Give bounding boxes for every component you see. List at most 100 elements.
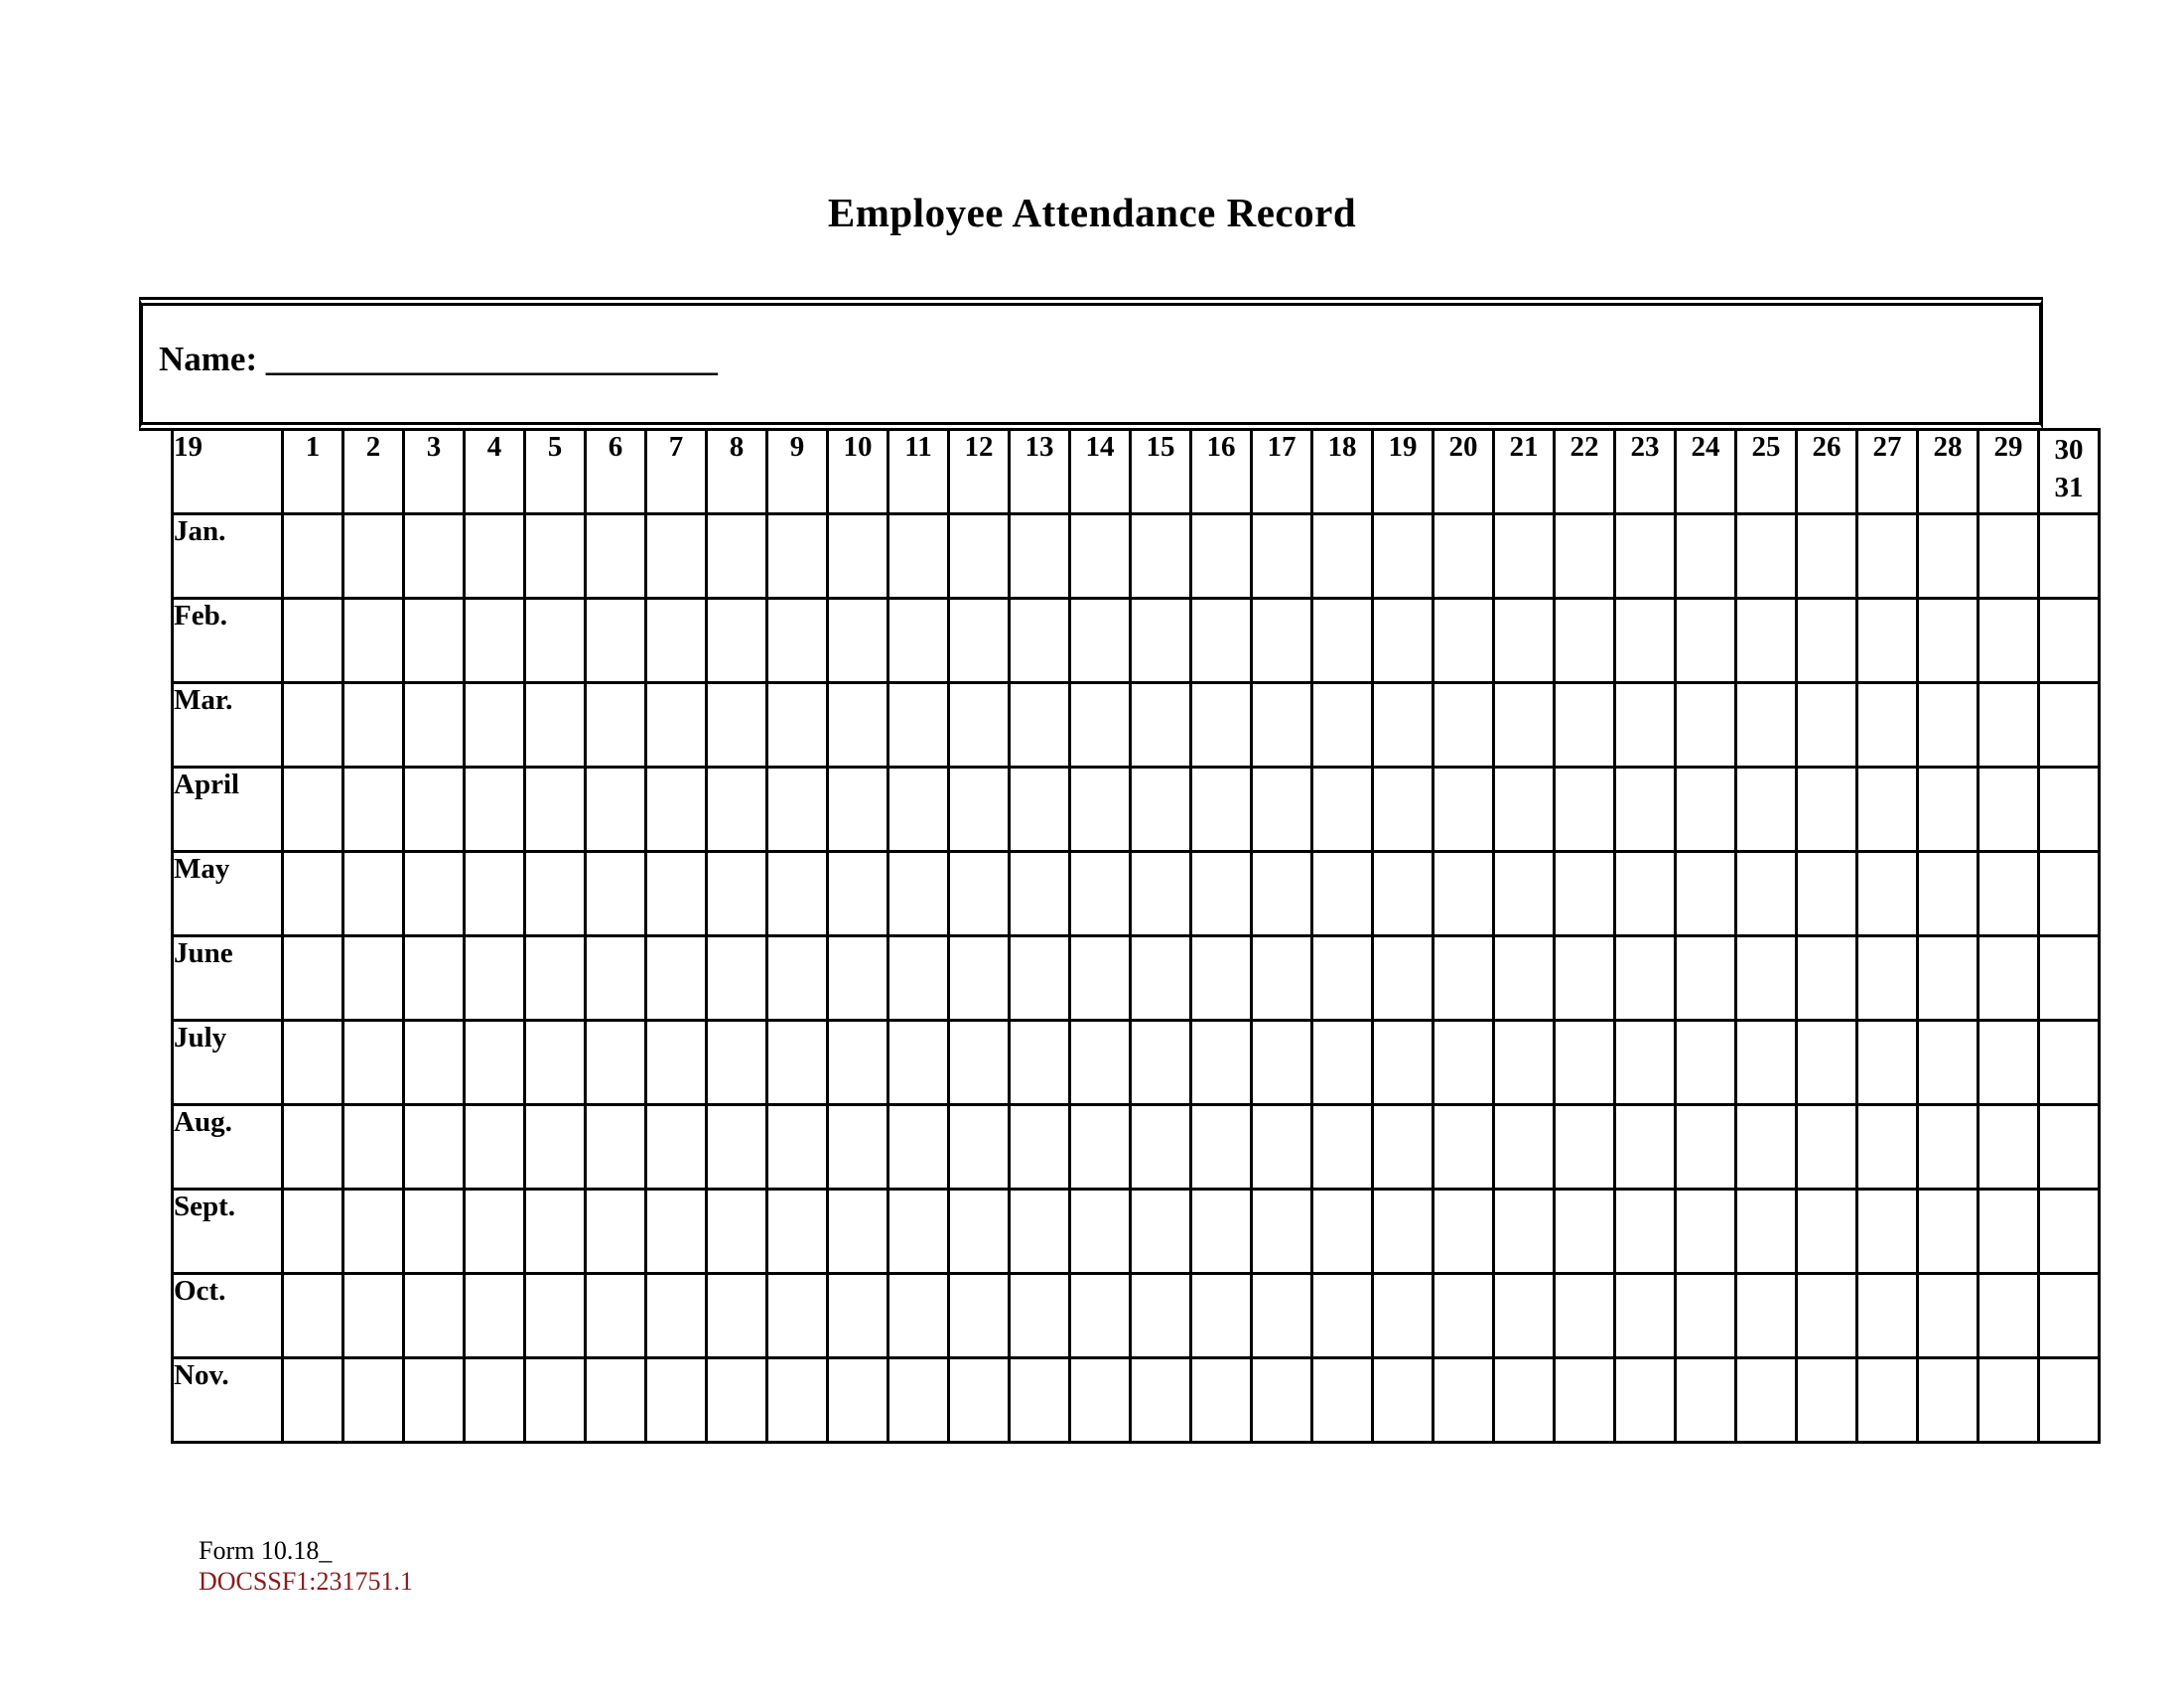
attendance-cell xyxy=(1734,850,1798,937)
day-header-14: 14 xyxy=(1068,428,1132,515)
attendance-cell xyxy=(1129,1356,1192,1444)
attendance-cell xyxy=(1492,934,1556,1022)
attendance-cell xyxy=(1129,681,1192,769)
day-header-17: 17 xyxy=(1250,428,1313,515)
attendance-cell xyxy=(402,766,466,853)
doc-id: DOCSSF1:231751.1 xyxy=(199,1567,413,1596)
attendance-cell xyxy=(1916,934,1979,1022)
day-header-15: 15 xyxy=(1129,428,1192,515)
attendance-cell xyxy=(644,1188,708,1275)
footer: Form 10.18_ DOCSSF1:231751.1 xyxy=(199,1535,413,1597)
attendance-cell xyxy=(402,1019,466,1106)
attendance-cell xyxy=(765,597,829,684)
attendance-cell xyxy=(1371,681,1434,769)
attendance-cell xyxy=(705,512,768,600)
attendance-cell xyxy=(1068,766,1132,853)
attendance-cell xyxy=(1492,1103,1556,1191)
attendance-cell xyxy=(584,766,647,853)
attendance-cell xyxy=(2037,1019,2101,1106)
attendance-cell xyxy=(2037,681,2101,769)
attendance-cell xyxy=(1977,766,2040,853)
attendance-cell xyxy=(1855,766,1919,853)
attendance-cell xyxy=(1916,1103,1979,1191)
attendance-cell xyxy=(765,934,829,1022)
attendance-cell xyxy=(463,681,526,769)
attendance-cell xyxy=(1977,512,2040,600)
attendance-cell xyxy=(1916,766,1979,853)
attendance-cell xyxy=(1008,766,1071,853)
attendance-cell xyxy=(765,681,829,769)
attendance-cell xyxy=(1189,512,1253,600)
attendance-cell xyxy=(523,1356,587,1444)
attendance-cell xyxy=(765,1103,829,1191)
attendance-cell xyxy=(1492,766,1556,853)
attendance-cell xyxy=(1310,597,1374,684)
attendance-cell xyxy=(1674,597,1737,684)
attendance-cell xyxy=(1250,597,1313,684)
attendance-cell xyxy=(523,1103,587,1191)
attendance-cell xyxy=(1855,1272,1919,1359)
attendance-cell xyxy=(402,1188,466,1275)
attendance-cell xyxy=(1855,597,1919,684)
attendance-cell xyxy=(1492,1188,1556,1275)
attendance-cell xyxy=(584,681,647,769)
attendance-cell xyxy=(705,850,768,937)
attendance-cell xyxy=(463,1019,526,1106)
attendance-cell xyxy=(1310,1356,1374,1444)
attendance-cell xyxy=(1250,766,1313,853)
attendance-cell xyxy=(947,934,1011,1022)
attendance-cell xyxy=(341,1103,405,1191)
name-label: Name: xyxy=(159,340,258,378)
month-label-mar: Mar. xyxy=(171,681,284,769)
attendance-cell xyxy=(523,681,587,769)
attendance-cell xyxy=(1189,1188,1253,1275)
attendance-cell xyxy=(1432,597,1495,684)
attendance-cell xyxy=(341,1356,405,1444)
attendance-cell xyxy=(341,597,405,684)
attendance-cell xyxy=(1129,1188,1192,1275)
attendance-cell xyxy=(947,1272,1011,1359)
attendance-cell xyxy=(1371,766,1434,853)
attendance-cell xyxy=(1734,1019,1798,1106)
attendance-cell xyxy=(1734,512,1798,600)
attendance-cell xyxy=(1250,1188,1313,1275)
attendance-cell xyxy=(1250,512,1313,600)
month-label-june: June xyxy=(171,934,284,1022)
attendance-cell xyxy=(463,850,526,937)
attendance-cell xyxy=(281,934,344,1022)
attendance-cell xyxy=(947,1188,1011,1275)
attendance-cell xyxy=(1008,1103,1071,1191)
attendance-cell xyxy=(281,1103,344,1191)
attendance-cell xyxy=(463,1272,526,1359)
attendance-cell xyxy=(1795,934,1858,1022)
attendance-cell xyxy=(1977,1103,2040,1191)
attendance-cell xyxy=(1734,766,1798,853)
attendance-cell xyxy=(1795,1356,1858,1444)
day-header-7: 7 xyxy=(644,428,708,515)
attendance-cell xyxy=(1916,681,1979,769)
attendance-cell xyxy=(1674,1272,1737,1359)
attendance-cell xyxy=(1008,850,1071,937)
month-row-may: May xyxy=(171,850,2101,937)
attendance-cell xyxy=(1310,1272,1374,1359)
attendance-cell xyxy=(1492,1356,1556,1444)
day-header-5: 5 xyxy=(523,428,587,515)
attendance-cell xyxy=(1613,766,1677,853)
attendance-cell xyxy=(523,597,587,684)
attendance-cell xyxy=(1674,934,1737,1022)
month-row-oct: Oct. xyxy=(171,1272,2101,1359)
day-header-11: 11 xyxy=(887,428,950,515)
month-row-jan: Jan. xyxy=(171,512,2101,600)
attendance-cell xyxy=(402,1103,466,1191)
year-header-cell: 19 xyxy=(171,428,284,515)
attendance-cell xyxy=(644,1019,708,1106)
day-header-19: 19 xyxy=(1371,428,1434,515)
attendance-cell xyxy=(1250,1103,1313,1191)
attendance-cell xyxy=(1613,512,1677,600)
attendance-cell xyxy=(705,1272,768,1359)
attendance-cell xyxy=(2037,512,2101,600)
attendance-table: 19 1 2 3 4 5 6 7 8 9 10 11 12 13 14 15 16 17 18 19 20 21 22 23 2… xyxy=(171,428,2101,1444)
attendance-cell xyxy=(1310,1019,1374,1106)
attendance-cell xyxy=(2037,934,2101,1022)
